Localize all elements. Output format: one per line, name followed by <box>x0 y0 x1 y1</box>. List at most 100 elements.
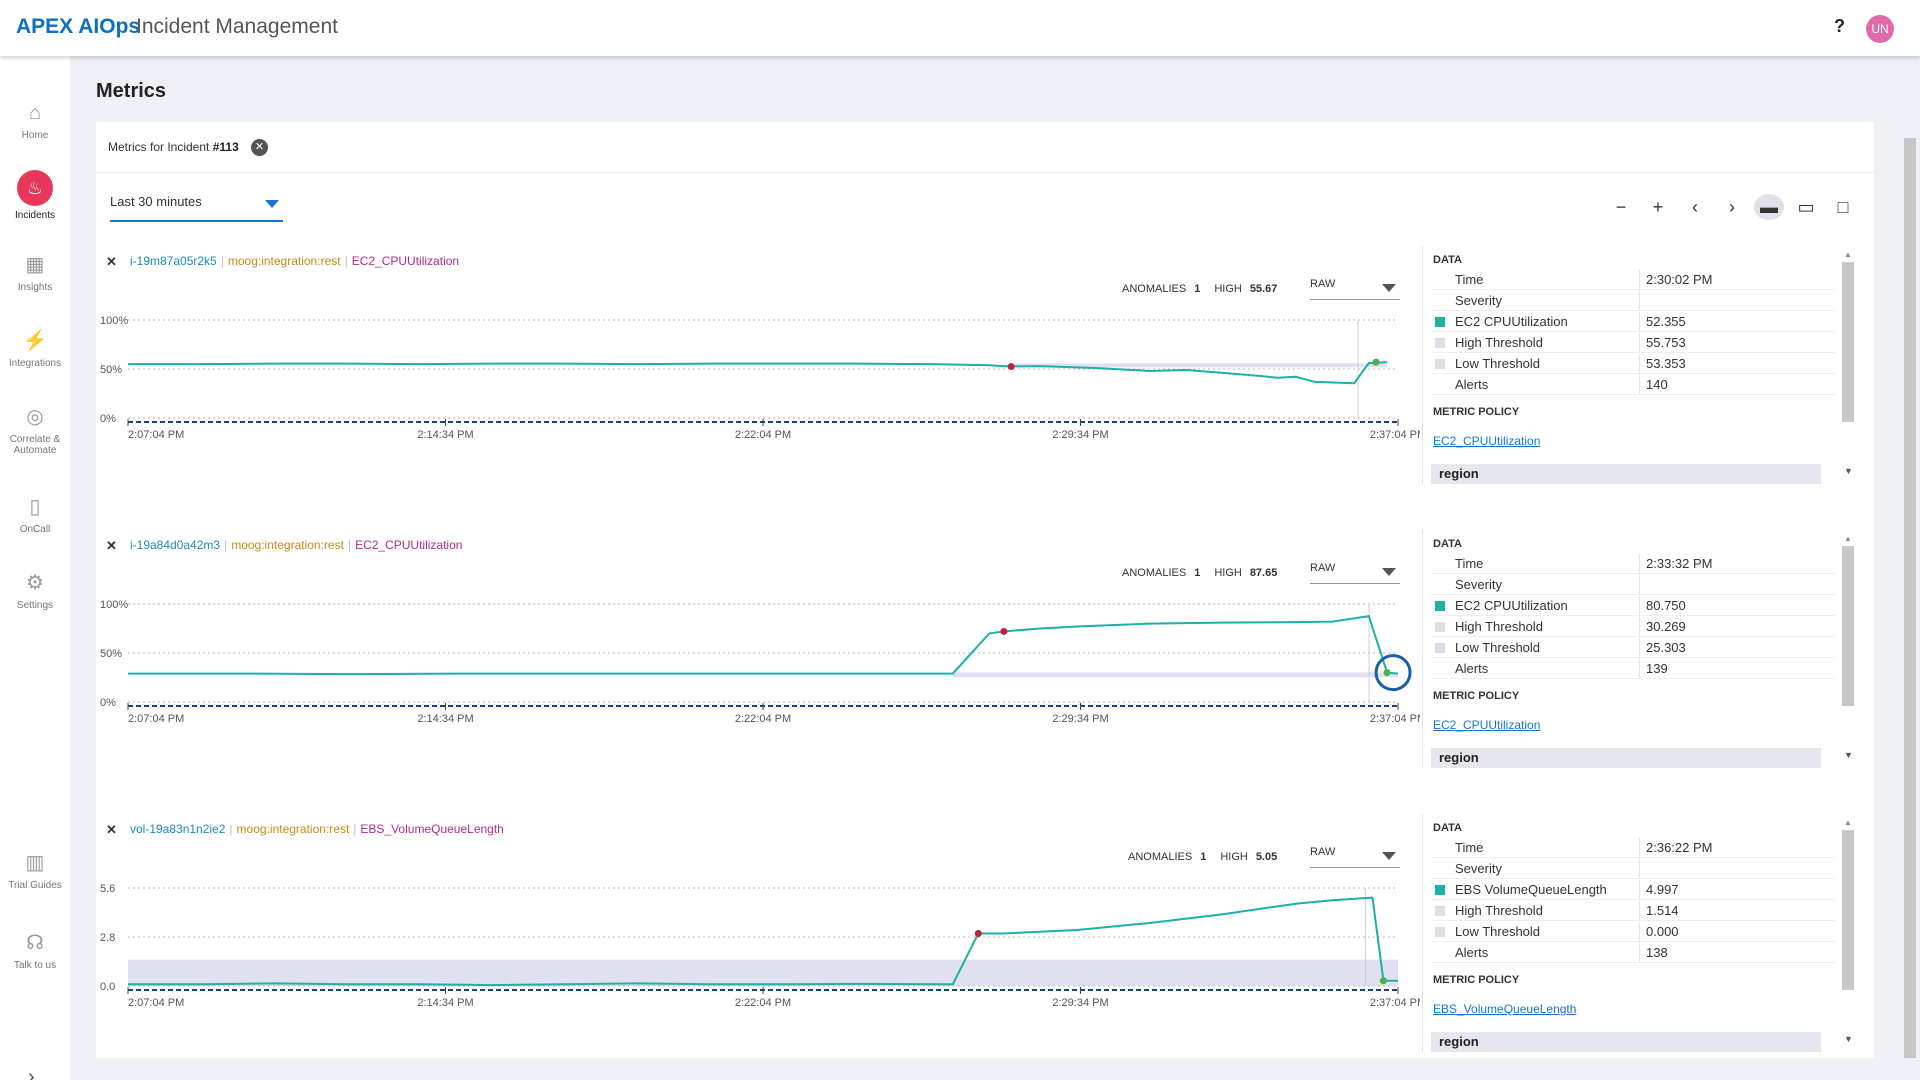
sidebar-item-label: Incidents <box>14 210 56 221</box>
panel-stats: ANOMALIES 1 HIGH 87.65 <box>1122 567 1291 579</box>
scroll-up-icon[interactable]: ▲ <box>1844 534 1852 543</box>
brand-logo[interactable]: APEX AIOps <box>16 15 141 38</box>
separator: | <box>344 254 348 268</box>
data-scrollbar[interactable]: ▲ ▼ <box>1842 818 1854 1044</box>
data-row: High Threshold 1.514 <box>1431 901 1835 921</box>
sidebar-item-home[interactable]: ⌂ Home <box>0 100 70 141</box>
incident-chip: Metrics for Incident #113 <box>108 140 239 154</box>
scrollbar-thumb[interactable] <box>1842 830 1854 990</box>
sidebar-item-correlate[interactable]: ◎ Correlate & Automate <box>0 404 70 456</box>
series-line <box>128 614 1399 676</box>
prev-button[interactable]: ‹ <box>1692 197 1698 217</box>
sidebar-item-oncall[interactable]: ▯ OnCall <box>0 494 70 535</box>
column-divider <box>1639 859 1640 879</box>
zoom-in-button[interactable]: + <box>1652 197 1664 217</box>
data-row: EBS VolumeQueueLength 4.997 <box>1431 880 1835 900</box>
mode-value: RAW <box>1310 846 1336 858</box>
data-key: High Threshold <box>1455 335 1543 350</box>
scroll-up-icon[interactable]: ▲ <box>1844 818 1852 827</box>
data-value: 2:33:32 PM <box>1646 556 1713 571</box>
scrollbar-thumb[interactable] <box>1904 138 1916 1058</box>
close-panel-icon[interactable]: ✕ <box>106 254 117 269</box>
scroll-down-icon[interactable]: ▼ <box>1844 466 1853 476</box>
page-scrollbar[interactable] <box>1904 122 1916 1074</box>
data-panel: DATA Time 2:36:22 PM Severity EBS VolumeQue… <box>1422 814 1836 1052</box>
scroll-up-icon[interactable]: ▲ <box>1844 250 1852 259</box>
y-tick-label: 0% <box>100 697 116 709</box>
anomalies-label: ANOMALIES <box>1128 851 1193 863</box>
caret-down-icon <box>1382 852 1396 860</box>
help-icon[interactable]: ? <box>1834 16 1845 36</box>
metric-chart[interactable]: 100% 50% 0% 2:07:04 PM 2:14:34 PM 2:22:04 PM 2… <box>100 306 1420 478</box>
mode-select[interactable]: RAW <box>1310 562 1400 584</box>
zoom-out-button[interactable]: − <box>1615 197 1627 217</box>
close-panel-icon[interactable]: ✕ <box>106 822 117 837</box>
metric-policy-link[interactable]: EC2_CPUUtilization <box>1433 434 1541 448</box>
data-key: EC2 CPUUtilization <box>1455 314 1568 329</box>
home-icon: ⌂ <box>28 102 42 124</box>
time-range-value: Last 30 minutes <box>110 194 202 209</box>
metric-policy-link[interactable]: EBS_VolumeQueueLength <box>1433 1002 1577 1016</box>
scroll-down-icon[interactable]: ▼ <box>1844 750 1853 760</box>
mode-select[interactable]: RAW <box>1310 278 1400 300</box>
time-range-select[interactable]: Last 30 minutes <box>110 192 283 222</box>
data-value: 30.269 <box>1646 619 1686 634</box>
column-divider <box>1639 575 1640 595</box>
data-value: 55.753 <box>1646 335 1686 350</box>
plug-icon: ⚡ <box>22 330 48 352</box>
hover-ring <box>1374 654 1412 692</box>
metric-chart[interactable]: 5.6 2.8 0.0 2:07:04 PM 2:14:34 PM 2:22:04 PM 2… <box>100 874 1420 1046</box>
remove-incident-icon[interactable]: ✕ <box>251 139 268 156</box>
column-divider <box>1639 312 1640 332</box>
layout-compact-icon[interactable]: ▬ <box>1754 194 1784 220</box>
data-row: High Threshold 30.269 <box>1431 617 1835 637</box>
data-row: Severity <box>1431 575 1835 595</box>
separator: | <box>224 538 228 552</box>
x-tick-label: 2:22:04 PM <box>735 429 791 441</box>
scrollbar-thumb[interactable] <box>1842 546 1854 706</box>
next-button[interactable]: › <box>1729 197 1735 217</box>
layout-medium-icon[interactable]: ▭ <box>1797 197 1815 217</box>
caret-down-icon <box>1382 568 1396 576</box>
current-point <box>1383 669 1391 677</box>
data-value: 2:36:22 PM <box>1646 840 1713 855</box>
data-header: DATA <box>1433 538 1462 550</box>
data-value: 1.514 <box>1646 903 1679 918</box>
metric-chart[interactable]: 100% 50% 0% 2:07:04 PM 2:14:34 PM 2:22:04 PM 2… <box>100 590 1420 762</box>
manager-label: moog:integration:rest <box>231 538 344 552</box>
app-title: Incident Management <box>136 15 338 38</box>
series-swatch <box>1435 601 1445 611</box>
sidebar-item-label: Trial Guides <box>8 880 62 891</box>
metric-policy-link[interactable]: EC2_CPUUtilization <box>1433 718 1541 732</box>
x-tick-label: 2:37:04 PM <box>1370 997 1420 1009</box>
region-section[interactable]: region <box>1431 1032 1821 1052</box>
avatar[interactable]: UN <box>1866 15 1894 43</box>
data-key: Alerts <box>1455 661 1489 676</box>
sidebar-item-talk-to-us[interactable]: ☊ Talk to us <box>0 930 70 971</box>
region-section[interactable]: region <box>1431 464 1821 484</box>
sidebar-item-insights[interactable]: ▦ Insights <box>0 252 70 293</box>
scrollbar-thumb[interactable] <box>1842 262 1854 422</box>
layout-large-icon[interactable]: □ <box>1837 197 1849 217</box>
data-scrollbar[interactable]: ▲ ▼ <box>1842 534 1854 760</box>
sidebar-item-settings[interactable]: ⚙ Settings <box>0 570 70 611</box>
region-section[interactable]: region <box>1431 748 1821 768</box>
x-tick-label: 2:14:34 PM <box>417 713 473 725</box>
sidebar-item-incidents[interactable]: ♨ Incidents <box>0 170 70 221</box>
data-row: Time 2:30:02 PM <box>1431 270 1835 290</box>
column-divider <box>1639 659 1640 679</box>
data-key: Time <box>1455 272 1484 287</box>
chevron-right-icon[interactable]: › <box>28 1066 35 1080</box>
sidebar-item-trial-guides[interactable]: ▥ Trial Guides <box>0 850 70 891</box>
data-panel: DATA Time 2:33:32 PM Severity EC2 CPUUtiliz… <box>1422 530 1836 768</box>
phone-icon: ▯ <box>29 496 41 518</box>
data-scrollbar[interactable]: ▲ ▼ <box>1842 250 1854 476</box>
source-label: i-19a84d0a42m3 <box>130 538 221 552</box>
data-key: Time <box>1455 556 1484 571</box>
sidebar-item-integrations[interactable]: ⚡ Integrations <box>0 328 70 369</box>
scroll-down-icon[interactable]: ▼ <box>1844 1034 1853 1044</box>
mode-select[interactable]: RAW <box>1310 846 1400 868</box>
data-value: 2:30:02 PM <box>1646 272 1713 287</box>
close-panel-icon[interactable]: ✕ <box>106 538 117 553</box>
data-value: 52.355 <box>1646 314 1686 329</box>
